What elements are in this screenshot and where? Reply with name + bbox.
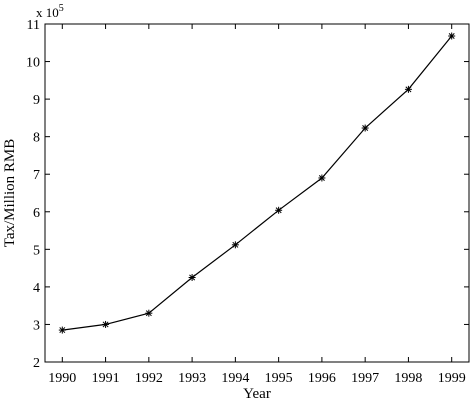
- y-tick-label: 6: [33, 206, 40, 221]
- x-tick-label: 1997: [351, 371, 379, 386]
- x-tick-label: 1995: [265, 371, 293, 386]
- x-tick-label: 1998: [394, 371, 422, 386]
- data-point: [188, 274, 196, 281]
- x-axis-label: Year: [243, 386, 271, 401]
- y-multiplier-exponent: 5: [59, 3, 64, 14]
- data-point: [275, 206, 283, 214]
- y-axis-label: Tax/Million RMB: [2, 139, 18, 248]
- x-tick-label: 1999: [438, 371, 466, 386]
- y-tick-label: 4: [33, 281, 40, 296]
- data-point: [145, 309, 153, 317]
- y-tick-label: 9: [33, 93, 40, 108]
- data-point: [318, 174, 326, 182]
- y-tick-label: 11: [27, 18, 40, 33]
- y-tick-label: 3: [33, 318, 40, 333]
- data-point: [231, 241, 239, 249]
- data-point: [404, 85, 412, 93]
- series-markers: [58, 32, 456, 334]
- data-point: [102, 320, 110, 328]
- y-tick-label: 2: [33, 356, 40, 371]
- data-point: [361, 124, 369, 132]
- x-tick-label: 1994: [221, 371, 249, 386]
- x-tick-label: 1990: [48, 371, 76, 386]
- series-line: [62, 35, 453, 331]
- y-ticks: 2 3 4 5 6 7 8 9 10 11: [26, 18, 469, 371]
- data-point: [448, 32, 456, 40]
- y-tick-label: 8: [33, 131, 40, 146]
- y-tick-label: 5: [33, 243, 40, 258]
- y-tick-label: 7: [33, 168, 40, 183]
- x-ticks: 1990 1991 1992 1993 1994 1995 1996 1997 1998 1999: [48, 24, 466, 386]
- plot-frame: [44, 23, 470, 363]
- x-tick-label: 1991: [92, 371, 120, 386]
- x-tick-label: 1993: [178, 371, 206, 386]
- y-multiplier-label: x 105: [36, 3, 64, 20]
- y-tick-label: 10: [26, 56, 40, 71]
- x-tick-label: 1996: [308, 371, 336, 386]
- data-point: [58, 326, 66, 334]
- y-multiplier-base: x 10: [36, 5, 59, 20]
- x-tick-label: 1992: [135, 371, 163, 386]
